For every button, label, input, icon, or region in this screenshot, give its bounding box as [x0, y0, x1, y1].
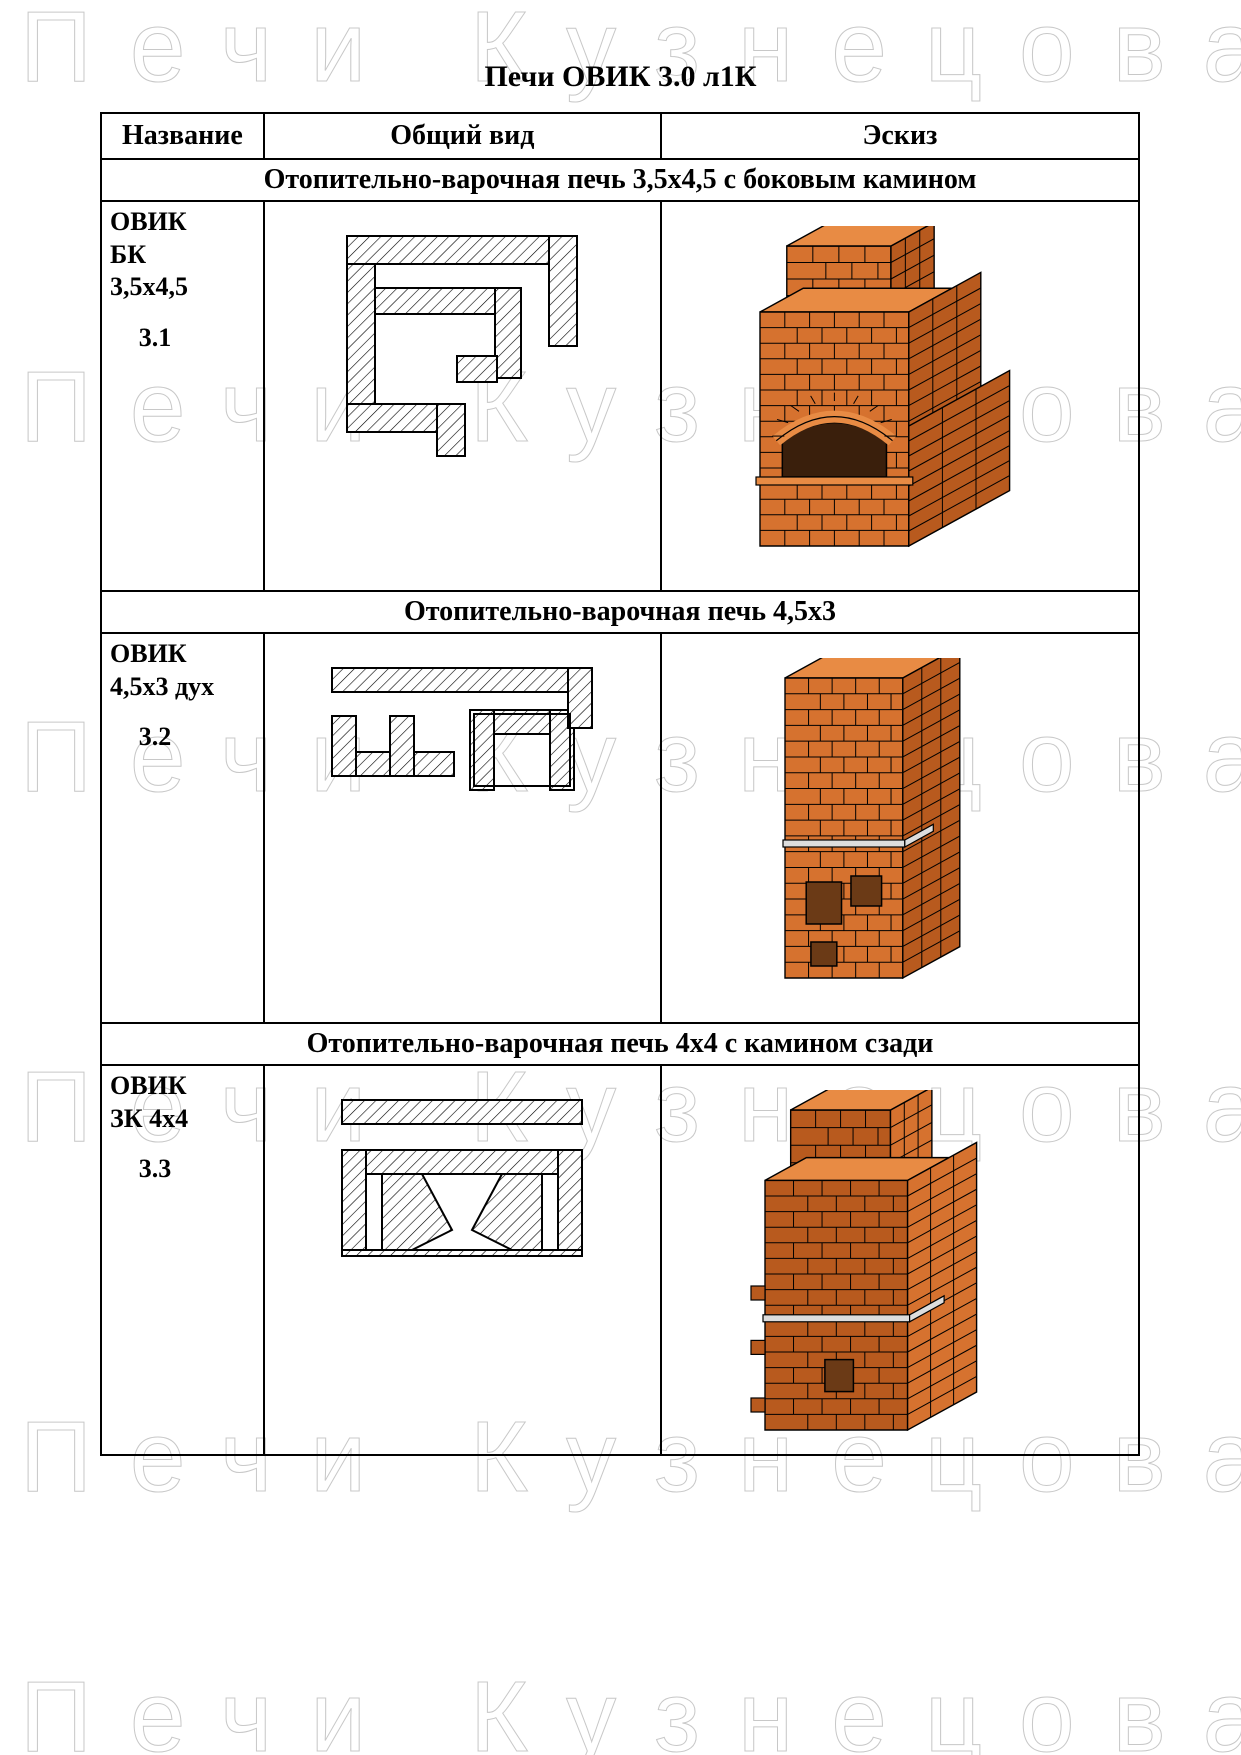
section-row: Отопительно-варочная печь 4х4 с камином …	[101, 1023, 1139, 1065]
section-title: Отопительно-варочная печь 4,5х3	[101, 591, 1139, 633]
col-name-header: Название	[101, 113, 264, 159]
name-line: ОВИК	[110, 1070, 255, 1103]
name-line: ОВИК	[110, 638, 255, 671]
header-row: Название Общий вид Эскиз	[101, 113, 1139, 159]
table-row: ОВИКЗК 4х4 3.3	[101, 1065, 1139, 1455]
section-title: Отопительно-варочная печь 3,5х4,5 с боко…	[101, 159, 1139, 201]
name-line: ЗК 4х4	[110, 1103, 255, 1136]
col-plan-header: Общий вид	[264, 113, 661, 159]
name-line: БК	[110, 239, 255, 272]
sketch-cell	[661, 1065, 1139, 1455]
watermark-text: Печи Кузнецова	[0, 1660, 1241, 1755]
plan-cell	[264, 1065, 661, 1455]
sketch-cell	[661, 201, 1139, 591]
section-row: Отопительно-варочная печь 4,5х3	[101, 591, 1139, 633]
name-line: 4,5х3 дух	[110, 671, 255, 704]
plan-cell	[264, 201, 661, 591]
catalog-table: Название Общий вид Эскиз Отопительно-вар…	[100, 112, 1140, 1456]
row-index: 3.3	[110, 1153, 200, 1186]
sketch-cell	[661, 633, 1139, 1023]
page-title: Печи ОВИК 3.0 л1К	[0, 60, 1241, 94]
row-index: 3.1	[110, 322, 200, 355]
name-cell: ОВИК4,5х3 дух 3.2	[101, 633, 264, 1023]
name-line: ОВИК	[110, 206, 255, 239]
table-row: ОВИК4,5х3 дух 3.2	[101, 633, 1139, 1023]
col-sketch-header: Эскиз	[661, 113, 1139, 159]
name-cell: ОВИКБК3,5х4,5 3.1	[101, 201, 264, 591]
table-row: ОВИКБК3,5х4,5 3.1	[101, 201, 1139, 591]
plan-cell	[264, 633, 661, 1023]
row-index: 3.2	[110, 721, 200, 754]
section-title: Отопительно-варочная печь 4х4 с камином …	[101, 1023, 1139, 1065]
name-line: 3,5х4,5	[110, 271, 255, 304]
section-row: Отопительно-варочная печь 3,5х4,5 с боко…	[101, 159, 1139, 201]
name-cell: ОВИКЗК 4х4 3.3	[101, 1065, 264, 1455]
